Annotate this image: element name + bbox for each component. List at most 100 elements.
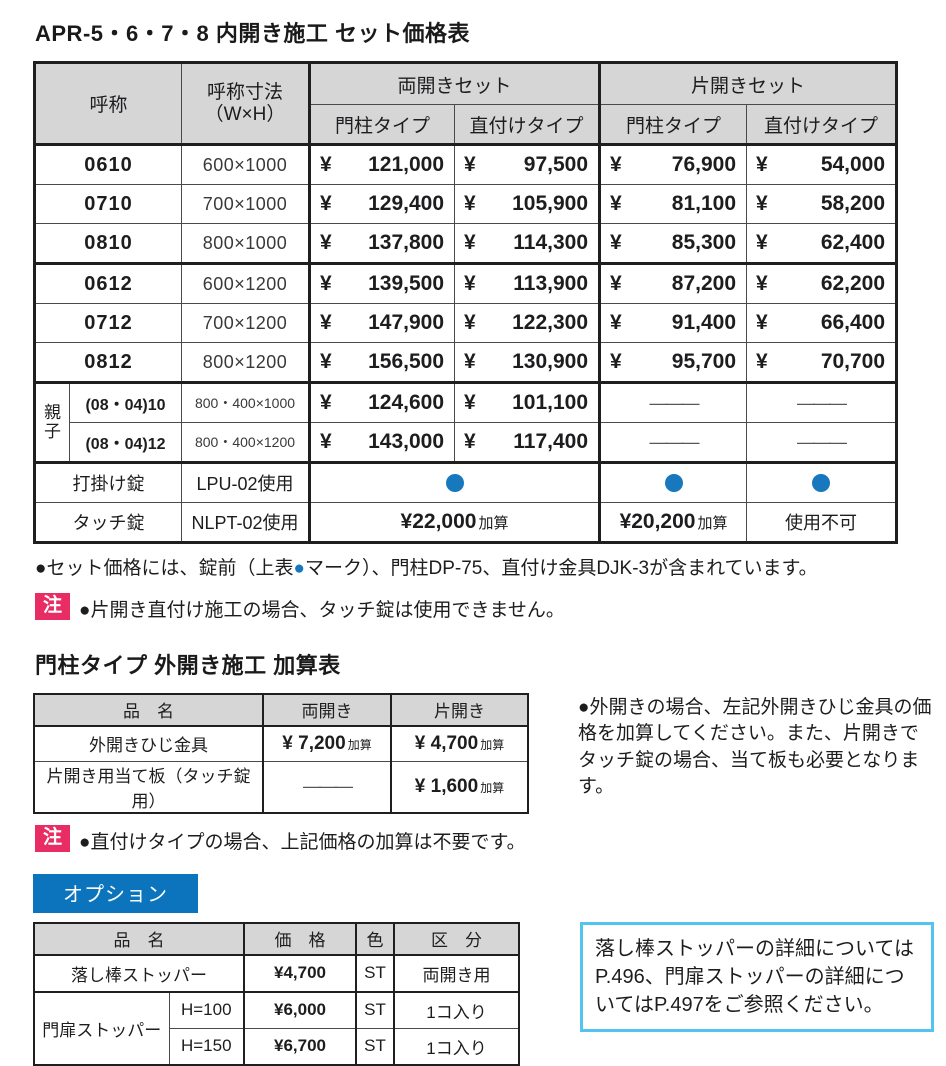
price-amount: 62,400 bbox=[820, 231, 886, 254]
not-available-cell: ——— bbox=[746, 422, 898, 463]
price-cell: ¥76,900 bbox=[598, 143, 748, 185]
price-cell: ¥122,300 bbox=[454, 303, 601, 343]
model-size: 800・400×1200 bbox=[181, 422, 311, 463]
col-header-size: 呼称寸法 （W×H） bbox=[181, 62, 311, 145]
price-amount: 91,400 bbox=[671, 311, 737, 334]
price-cell: ¥95,700 bbox=[598, 342, 748, 383]
reference-info-box: 落し棒ストッパーの詳細についてはP.496、門扉ストッパーの詳細についてはP.4… bbox=[580, 921, 934, 1032]
item-name: 外開きひじ金具 bbox=[33, 725, 264, 762]
col-header-size-line2: （W×H） bbox=[204, 103, 286, 125]
table-row: 外開きひじ金具 ¥ 7,200 加算 ¥ 4,700 加算 bbox=[33, 725, 529, 762]
yen-sign: ¥ bbox=[610, 272, 622, 295]
surcharge-cell: ¥20,200 加算 bbox=[598, 502, 748, 543]
col-header-color: 色 bbox=[355, 922, 395, 956]
caution-text: ●直付けタイプの場合、上記価格の加算は不要です。 bbox=[79, 831, 526, 853]
included-marker-icon bbox=[664, 473, 683, 492]
surcharge-amount: ¥ 4,700 bbox=[414, 732, 479, 754]
price-cell: ¥130,900 bbox=[454, 342, 601, 383]
price-amount: 105,900 bbox=[512, 192, 589, 215]
price-amount: 137,800 bbox=[368, 231, 445, 254]
price-amount: 129,400 bbox=[368, 192, 445, 215]
included-marker-cell bbox=[746, 461, 898, 503]
option-table: 品 名 価 格 色 区 分 落し棒ストッパー ¥4,700 ST 両開き用 門扉… bbox=[33, 921, 520, 1066]
item-name: 片開き用当て板（タッチ錠用） bbox=[33, 760, 264, 814]
surcharge-suffix: 加算 bbox=[480, 780, 505, 795]
price-amount: 76,900 bbox=[671, 153, 737, 176]
model-size: 800・400×1000 bbox=[181, 381, 311, 423]
yen-sign: ¥ bbox=[320, 192, 332, 215]
table-row: 落し棒ストッパー ¥4,700 ST 両開き用 bbox=[33, 954, 520, 993]
oyako-label-bottom: 子 bbox=[44, 421, 61, 441]
table-row-oyako: 親 子 (08・04)10 800・400×1000 ¥124,600 ¥101… bbox=[34, 381, 898, 463]
model-code: (08・04)12 bbox=[68, 422, 183, 463]
table-row-lock: 打掛け錠 LPU-02使用 bbox=[33, 461, 898, 503]
price-amount: 62,200 bbox=[820, 272, 886, 295]
model-code: 0612 bbox=[33, 262, 183, 304]
item-name: 落し棒ストッパー bbox=[33, 954, 245, 993]
price-cell: ¥143,000 bbox=[308, 422, 456, 463]
price-cell: ¥4,700 bbox=[243, 954, 357, 993]
color-cell: ST bbox=[355, 991, 395, 1029]
price-amount: 156,500 bbox=[368, 350, 445, 373]
included-marker-icon bbox=[812, 473, 831, 492]
dash-mark: ——— bbox=[303, 776, 353, 797]
model-code: 0710 bbox=[33, 184, 183, 224]
table-row: 片開き用当て板（タッチ錠用） ——— ¥ 1,600 加算 bbox=[33, 760, 529, 814]
price-amount: 122,300 bbox=[512, 311, 589, 334]
model-code: 0810 bbox=[33, 223, 183, 264]
surcharge-table: 品 名 両開き 片開き 外開きひじ金具 ¥ 7,200 加算 ¥ 4,700 加算 … bbox=[33, 692, 529, 814]
col-header-name: 呼称 bbox=[33, 62, 183, 145]
header-row: 品 名 両開き 片開き bbox=[33, 693, 529, 727]
price-cell: ¥62,400 bbox=[746, 223, 898, 264]
price-cell: ¥81,100 bbox=[598, 184, 748, 224]
col-header-item: 品 名 bbox=[33, 693, 264, 727]
yen-sign: ¥ bbox=[756, 153, 768, 176]
price-amount: 124,600 bbox=[368, 391, 445, 414]
blue-dot-icon: ● bbox=[293, 558, 305, 579]
price-cell: ¥97,500 bbox=[454, 143, 601, 185]
price-cell: ¥6,000 bbox=[243, 991, 357, 1029]
price-amount: 121,000 bbox=[368, 153, 445, 176]
yen-sign: ¥ bbox=[756, 231, 768, 254]
price-amount: 130,900 bbox=[512, 350, 589, 373]
caution-badge: 注 bbox=[35, 824, 71, 853]
dash-mark: ——— bbox=[649, 392, 700, 413]
table-row-lock: タッチ錠 NLPT-02使用 ¥22,000 加算 ¥20,200 加算 使用不可 bbox=[33, 502, 898, 543]
price-amount: 66,400 bbox=[820, 311, 886, 334]
model-code: 0610 bbox=[33, 143, 183, 185]
yen-sign: ¥ bbox=[464, 231, 476, 254]
price-cell: ¥58,200 bbox=[746, 184, 898, 224]
price-cell: ¥129,400 bbox=[308, 184, 456, 224]
lock-name: 打掛け錠 bbox=[33, 461, 183, 503]
color-cell: ST bbox=[355, 954, 395, 993]
surcharge-cell: ¥ 1,600 加算 bbox=[390, 760, 529, 814]
included-marker-cell bbox=[308, 461, 601, 503]
yen-sign: ¥ bbox=[610, 231, 622, 254]
surcharge-amount: ¥22,000 bbox=[400, 510, 477, 533]
note-text-pre: ●セット価格には、錠前（上表 bbox=[35, 558, 294, 579]
price-amount: 147,900 bbox=[368, 311, 445, 334]
header-row: 品 名 価 格 色 区 分 bbox=[33, 922, 520, 956]
price-amount: 114,300 bbox=[513, 231, 589, 254]
yen-sign: ¥ bbox=[464, 192, 476, 215]
surcharge-cell: ¥22,000 加算 bbox=[308, 502, 601, 543]
price-amount: 54,000 bbox=[820, 153, 886, 176]
price-cell: ¥54,000 bbox=[746, 143, 898, 185]
option-section-badge: オプション bbox=[33, 873, 198, 913]
table-row: 0810 800×1000 ¥137,800 ¥114,300 ¥85,300 … bbox=[33, 223, 898, 264]
surcharge-cell: ¥ 4,700 加算 bbox=[390, 725, 529, 762]
yen-sign: ¥ bbox=[320, 430, 332, 453]
yen-sign: ¥ bbox=[320, 391, 332, 414]
caution-text: ●片開き直付け施工の場合、タッチ錠は使用できません。 bbox=[79, 599, 565, 621]
price-cell: ¥137,800 bbox=[308, 223, 456, 264]
caution-note-2: 注 ●直付けタイプの場合、上記価格の加算は不要です。 bbox=[35, 824, 934, 854]
col-group-double-set: 両開きセット bbox=[308, 62, 601, 105]
yen-sign: ¥ bbox=[464, 153, 476, 176]
price-amount: 143,000 bbox=[368, 430, 445, 453]
price-amount: 81,100 bbox=[671, 192, 737, 215]
not-available-cell: ——— bbox=[598, 422, 748, 463]
yen-sign: ¥ bbox=[756, 272, 768, 295]
price-cell: ¥139,500 bbox=[308, 262, 456, 304]
price-amount: 95,700 bbox=[671, 350, 737, 373]
model-size: 800×1200 bbox=[181, 342, 311, 383]
